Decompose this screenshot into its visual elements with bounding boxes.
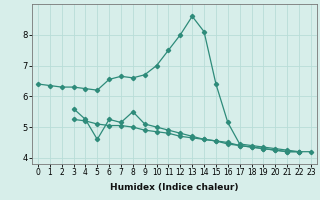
X-axis label: Humidex (Indice chaleur): Humidex (Indice chaleur) [110, 183, 239, 192]
